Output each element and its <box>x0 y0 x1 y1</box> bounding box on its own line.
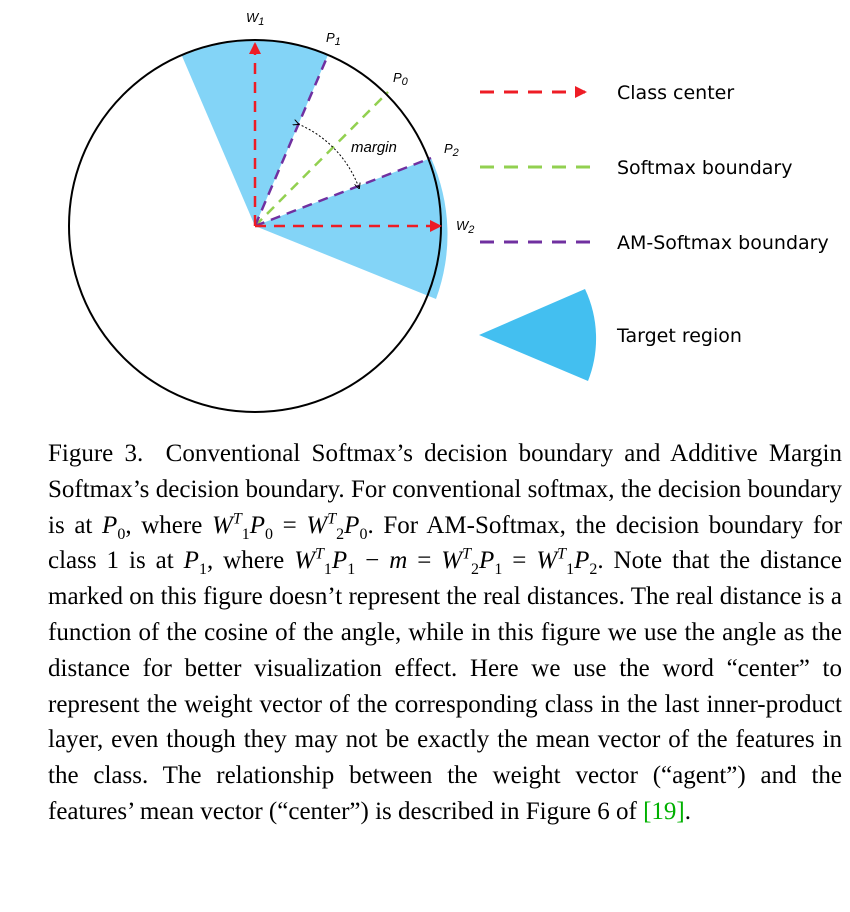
legend-class-center-label: Class center <box>617 82 734 104</box>
caption-label: Figure 3. <box>48 440 144 467</box>
p2-label: P2 <box>444 141 459 159</box>
margin-arc <box>298 124 359 188</box>
class2-region <box>255 158 448 299</box>
legend-target-swatch <box>479 289 597 381</box>
legend: Class center Softmax boundary AM-Softmax… <box>479 82 829 381</box>
legend-am-softmax-label: AM-Softmax boundary <box>617 232 829 254</box>
figure-caption: Figure 3. Conventional Softmax’s decisio… <box>48 440 843 825</box>
am-boundary-p1-line <box>253 54 330 227</box>
p0-label: P0 <box>393 70 409 88</box>
w2-label: W2 <box>456 218 474 236</box>
legend-softmax-label: Softmax boundary <box>617 157 792 179</box>
w1-label: W1 <box>246 10 264 28</box>
legend-target-label: Target region <box>616 325 742 347</box>
class1-region <box>182 40 328 226</box>
reference-link-19[interactable]: [19] <box>643 797 685 825</box>
p1-label: P1 <box>326 30 341 48</box>
am-boundary-p2-line <box>254 156 432 228</box>
figure-diagram: margin W1 P1 P0 P2 W2 Class center Softm… <box>68 10 829 413</box>
margin-label: margin <box>351 139 397 156</box>
